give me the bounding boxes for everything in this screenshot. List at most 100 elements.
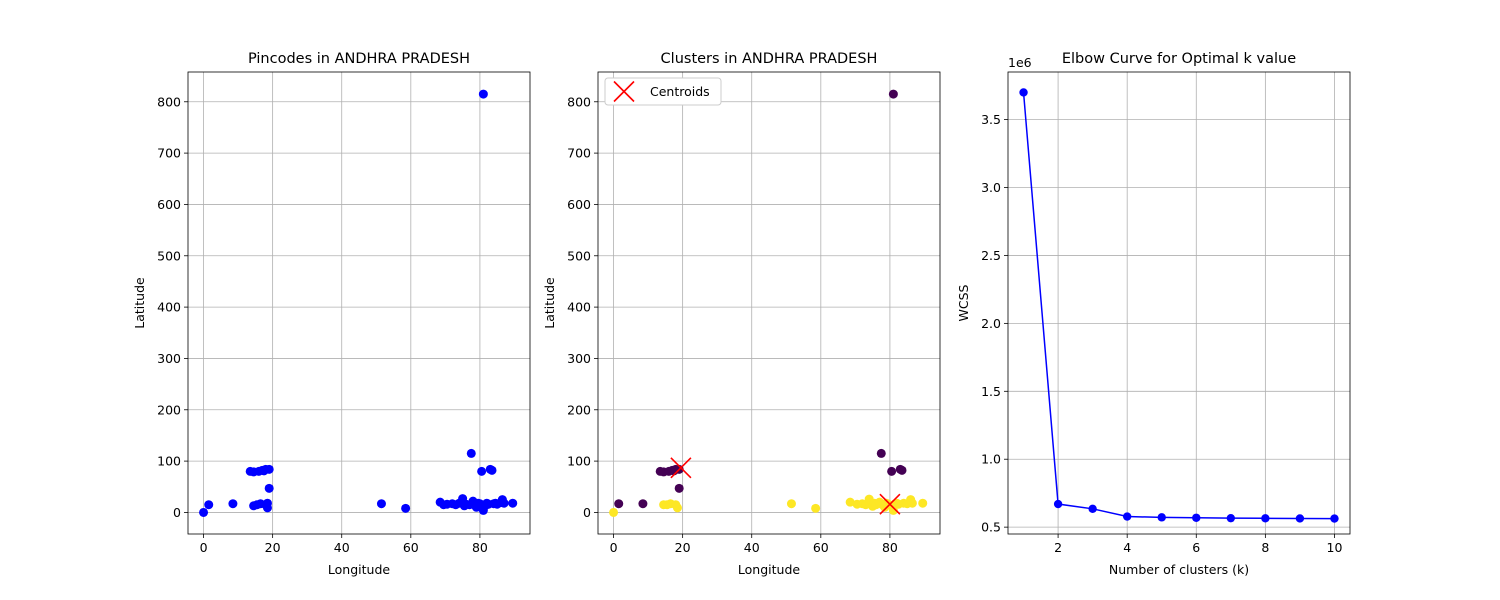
data-point xyxy=(786,499,796,509)
data-point xyxy=(376,499,386,509)
data-point xyxy=(1261,514,1270,523)
axes-frame xyxy=(597,71,941,535)
x-tick-label: 80 xyxy=(472,540,488,555)
centroid-stroke xyxy=(879,493,901,515)
data-point xyxy=(264,464,274,474)
y-tick-label: 400 xyxy=(567,300,591,315)
centroid-stroke xyxy=(670,457,692,479)
centroid-marker xyxy=(670,457,692,479)
pincodes-chart-title: Pincodes in ANDHRA PRADESH xyxy=(248,51,470,67)
x-tick-label: 0 xyxy=(200,540,208,555)
y-tick-label: 600 xyxy=(567,197,591,212)
x-tick-label: 0 xyxy=(610,540,618,555)
y-tick-label: 3.0 xyxy=(981,180,1001,195)
legend-label: Centroids xyxy=(650,84,710,99)
data-point xyxy=(888,89,898,99)
x-tick-label: 2 xyxy=(1054,540,1062,555)
legend: Centroids xyxy=(604,77,722,106)
y-tick-label: 0 xyxy=(583,505,591,520)
data-point xyxy=(487,465,497,475)
y-tick-label: 100 xyxy=(567,454,591,469)
x-tick-label: 60 xyxy=(403,540,419,555)
data-point xyxy=(811,503,821,513)
x-tick-label: 80 xyxy=(882,540,898,555)
axes-frame xyxy=(187,71,531,535)
y-tick-label: 500 xyxy=(157,248,181,263)
x-tick-label: 40 xyxy=(334,540,350,555)
x-tick-label: 60 xyxy=(813,540,829,555)
x-tick-label: 10 xyxy=(1327,540,1343,555)
y-tick-label: 200 xyxy=(157,402,181,417)
data-point xyxy=(1157,513,1166,522)
y-tick-label: 100 xyxy=(157,454,181,469)
data-point xyxy=(897,465,907,475)
y-tick-label: 700 xyxy=(157,146,181,161)
y-axis-label: Latitude xyxy=(132,277,147,329)
data-point xyxy=(887,466,897,476)
axes-frame xyxy=(1007,71,1351,535)
x-tick-label: 20 xyxy=(675,540,691,555)
data-point xyxy=(478,89,488,99)
data-point xyxy=(876,448,886,458)
data-point xyxy=(262,498,272,508)
y-tick-label: 300 xyxy=(157,351,181,366)
y-tick-label: 500 xyxy=(567,248,591,263)
clusters-chart-title: Clusters in ANDHRA PRADESH xyxy=(661,51,878,67)
data-point xyxy=(672,503,682,513)
data-point xyxy=(674,483,684,493)
x-tick-label: 40 xyxy=(744,540,760,555)
y-tick-label: 2.0 xyxy=(981,316,1001,331)
data-point xyxy=(907,498,917,508)
y-tick-label: 0 xyxy=(173,505,181,520)
y-tick-label: 1.5 xyxy=(981,384,1001,399)
x-tick-label: 8 xyxy=(1261,540,1269,555)
clusters-scatter-panel: 0 20 40 60 800100200300400500600700800Cluste… xyxy=(542,51,941,577)
y-axis-label: WCSS xyxy=(956,284,971,321)
data-point xyxy=(1192,513,1201,522)
data-point xyxy=(499,498,509,508)
y-tick-label: 2.5 xyxy=(981,248,1001,263)
data-point xyxy=(199,507,209,517)
data-point xyxy=(1122,512,1132,521)
data-point xyxy=(228,499,238,509)
x-tick-label: 6 xyxy=(1192,540,1200,555)
data-point xyxy=(845,497,855,507)
data-point xyxy=(264,483,274,493)
y-offset-label: 1e6 xyxy=(1008,55,1032,70)
data-point xyxy=(477,466,487,476)
data-point xyxy=(1330,514,1339,523)
x-tick-label: 4 xyxy=(1123,540,1131,555)
x-axis-label: Number of clusters (k) xyxy=(1109,562,1249,577)
legend-centroid-icon xyxy=(613,80,635,103)
y-tick-label: 800 xyxy=(157,94,181,109)
data-point xyxy=(401,503,411,513)
legend-frame xyxy=(604,77,722,106)
data-point xyxy=(614,499,624,509)
x-axis-label: Longitude xyxy=(738,562,800,577)
centroid-marker xyxy=(879,493,901,515)
elbow-curve-panel: 2 4 6 8 10 0.5 1.0 1.5 2.0 2.5 3.0 3.5 Elbow Curve f… xyxy=(956,51,1351,577)
pincodes-scatter-panel: 0 20 40 60 800100200300400500600700800Pincod… xyxy=(132,51,531,577)
data-point xyxy=(1019,88,1028,97)
data-point xyxy=(508,498,518,508)
data-point xyxy=(638,499,648,509)
data-point xyxy=(204,500,214,510)
series-line xyxy=(1022,92,1335,520)
x-axis-label: Longitude xyxy=(328,562,390,577)
data-point xyxy=(466,448,476,458)
data-point xyxy=(918,498,928,508)
x-tick-label: 20 xyxy=(265,540,281,555)
data-point xyxy=(1088,504,1097,514)
data-point xyxy=(1295,514,1305,523)
elbow-chart-title: Elbow Curve for Optimal k value xyxy=(1062,51,1296,67)
y-tick-label: 1.0 xyxy=(981,452,1001,467)
y-tick-label: 300 xyxy=(567,351,591,366)
data-point xyxy=(1226,513,1236,523)
data-point xyxy=(1053,499,1063,509)
y-tick-label: 600 xyxy=(157,197,181,212)
data-point xyxy=(609,507,619,517)
y-tick-label: 800 xyxy=(567,94,591,109)
y-axis-label: Latitude xyxy=(542,277,557,329)
y-tick-label: 0.5 xyxy=(981,520,1001,535)
